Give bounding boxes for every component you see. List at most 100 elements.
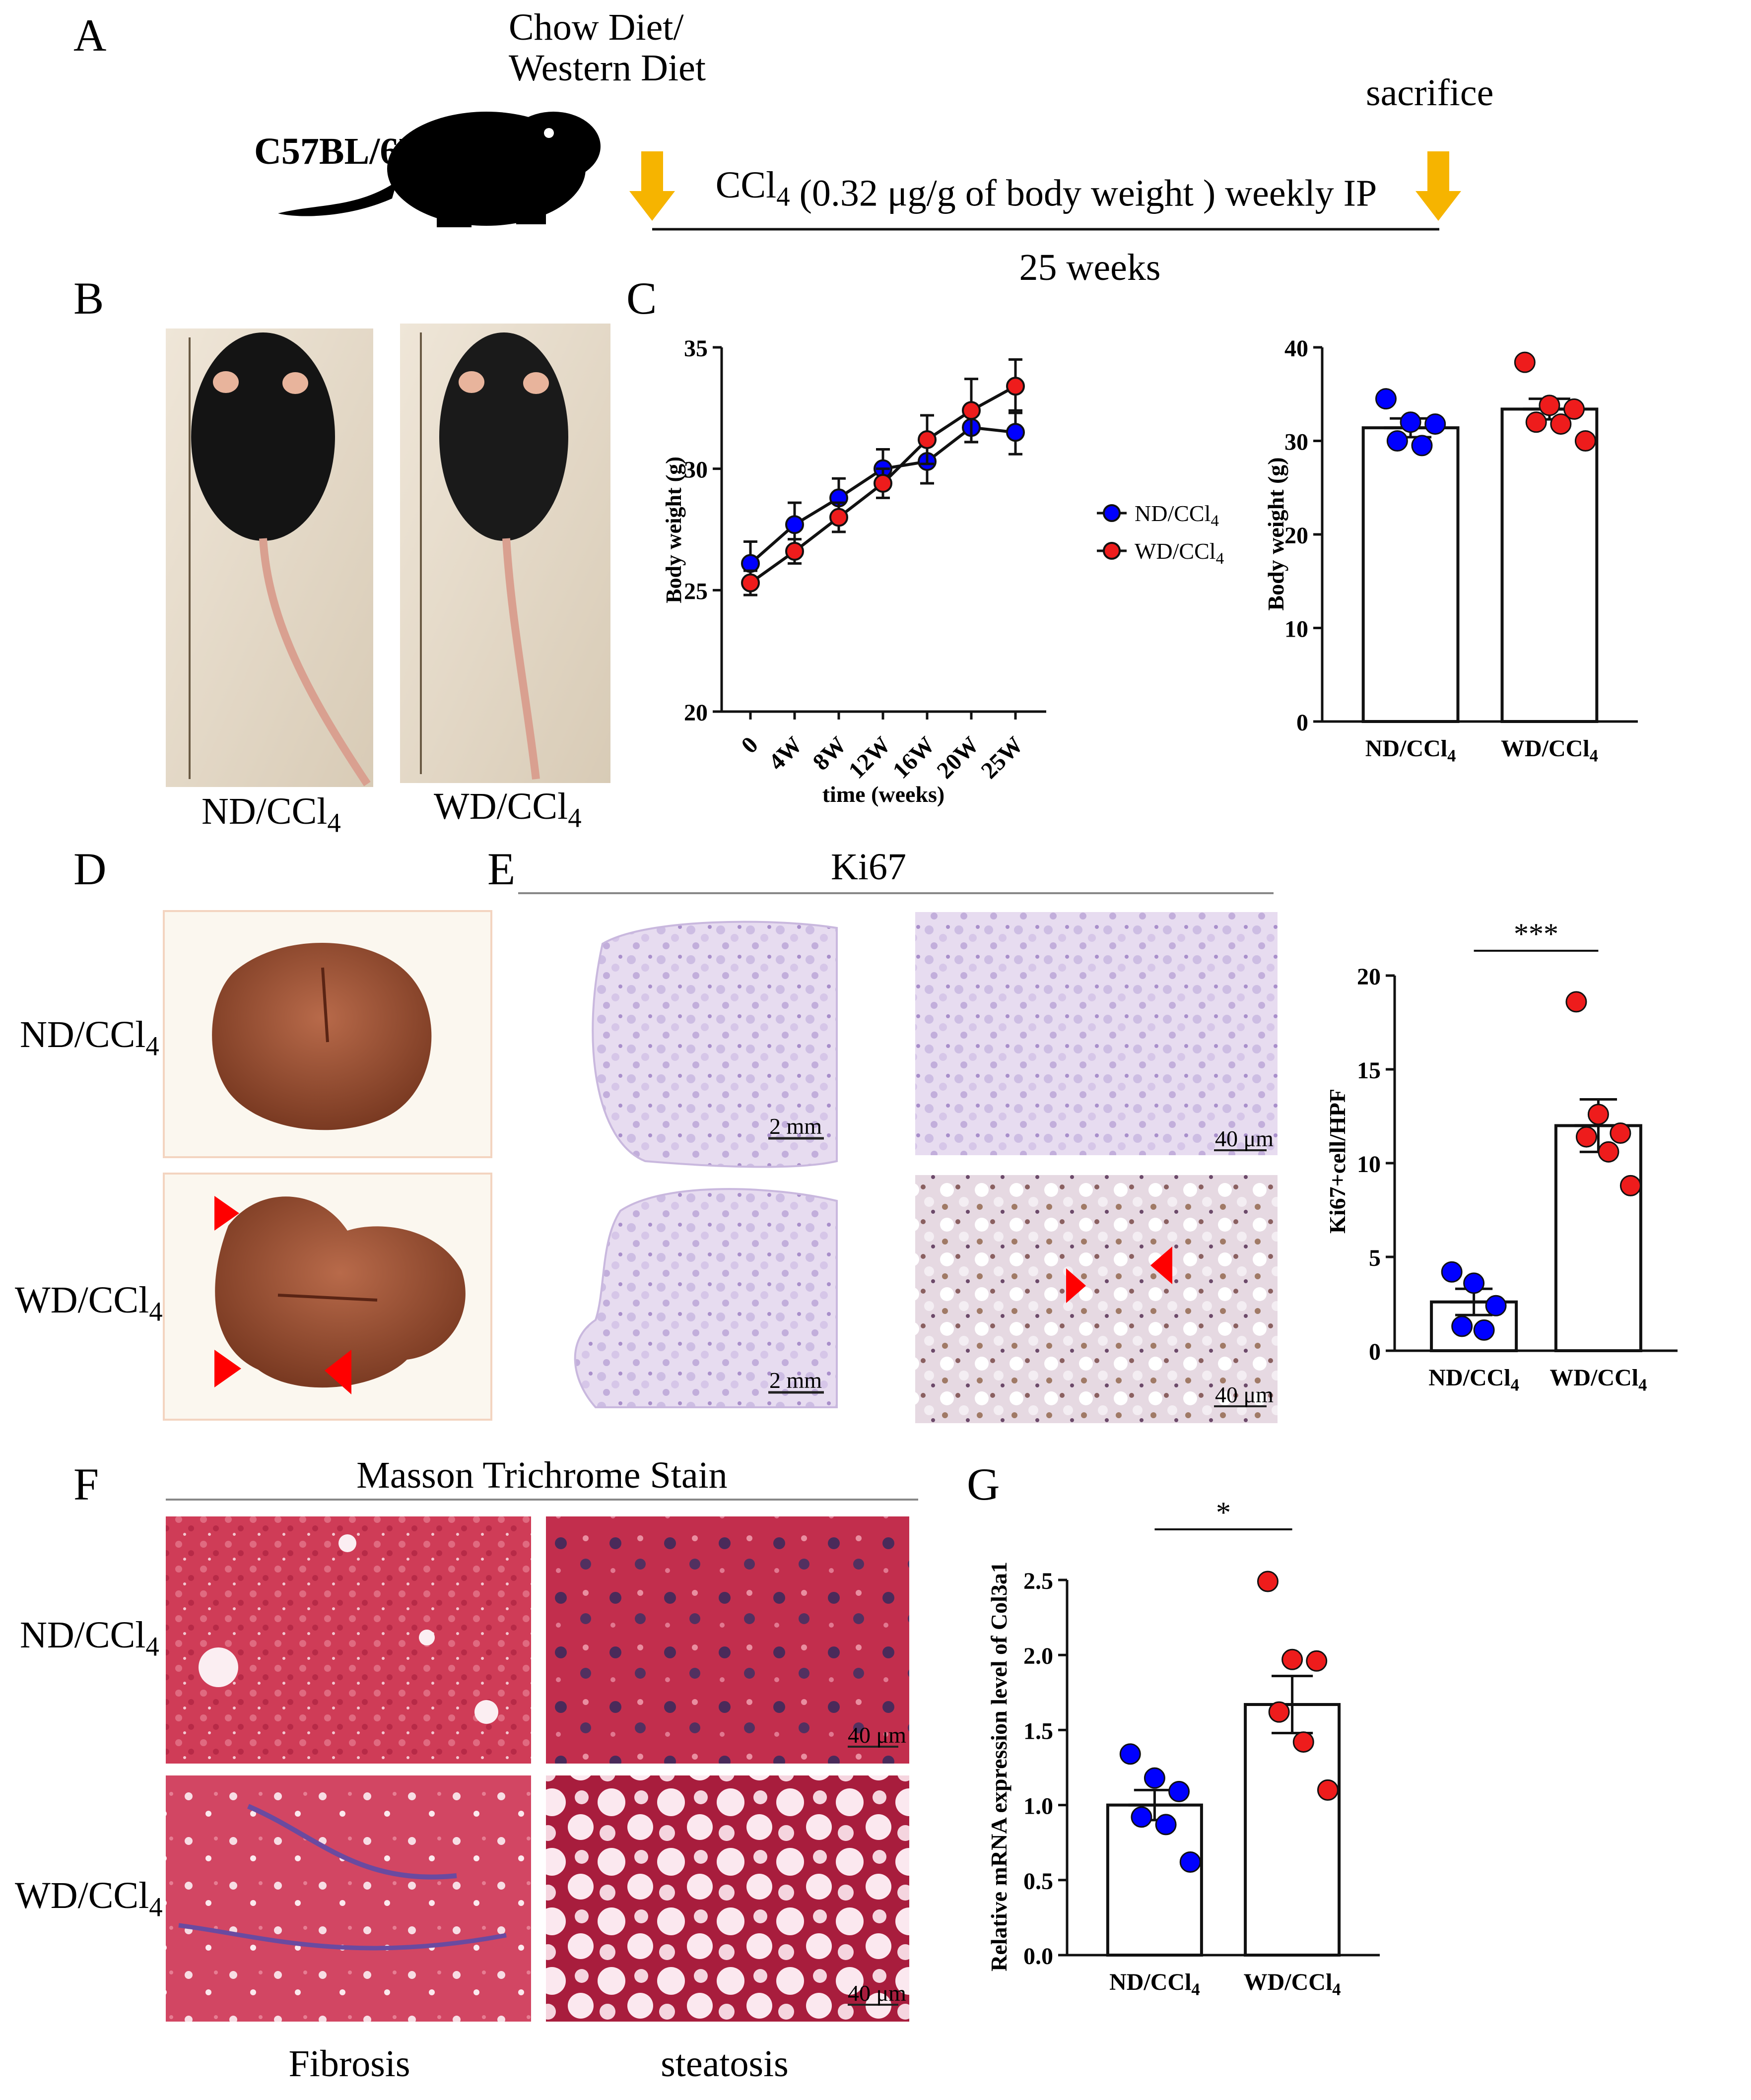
arrow-end-icon bbox=[1415, 151, 1461, 221]
masson-steatosis-nd: 40 μm bbox=[546, 1516, 909, 1764]
data-point bbox=[1441, 1261, 1463, 1283]
y-tick-label: 10 bbox=[1357, 1151, 1381, 1178]
masson-fibrosis-nd bbox=[166, 1516, 531, 1764]
x-axis-title: time (weeks) bbox=[822, 782, 945, 807]
x-tick-label: 25W bbox=[976, 731, 1028, 784]
masson-scale-nd: 40 μm bbox=[848, 1722, 906, 1748]
y-tick-label: 10 bbox=[1284, 616, 1308, 643]
data-point bbox=[1485, 1295, 1507, 1316]
strain-label: C57BL/6N bbox=[254, 131, 426, 172]
bar bbox=[1500, 407, 1599, 723]
x-tick-label: 8W bbox=[808, 731, 851, 775]
data-point bbox=[1610, 1122, 1631, 1144]
data-point bbox=[1400, 411, 1421, 433]
x-tick-label: ND/CCl4 bbox=[1428, 1365, 1519, 1394]
data-point bbox=[741, 573, 760, 592]
chart-ki67-bar: 0 5 10 15 20 Ki67+cell/HPF ND/CCl4 WD/CCl4 *** bbox=[1325, 918, 1678, 1394]
col-label-fibrosis: Fibrosis bbox=[289, 2043, 410, 2085]
y-axis-title: Body weight (g) bbox=[662, 457, 686, 603]
panel-label-b: B bbox=[73, 273, 104, 324]
ki67-low-mag-wd: 2 mm bbox=[574, 1188, 838, 1408]
x-tick-label: WD/CCl4 bbox=[1549, 1365, 1647, 1394]
x-tick-label: ND/CCl4 bbox=[1109, 1969, 1200, 1999]
panel-label-f: F bbox=[73, 1459, 99, 1509]
panel-label-g: G bbox=[967, 1459, 1000, 1509]
y-tick-label: 0.0 bbox=[1023, 1943, 1053, 1969]
photo-b-label-wd: WD/CCl4 bbox=[434, 786, 582, 833]
legend-label: ND/CCl4 bbox=[1135, 501, 1219, 530]
liver-photo-nd bbox=[163, 910, 492, 1158]
y-axis-title: Body weight (g) bbox=[1263, 457, 1288, 610]
y-tick-label: 0 bbox=[1296, 710, 1308, 736]
red-marker-d3-icon bbox=[325, 1350, 351, 1394]
panel-label-a: A bbox=[73, 10, 106, 61]
legend-label: WD/CCl4 bbox=[1135, 538, 1224, 568]
row-f-label-wd: WD/CCl4 bbox=[15, 1875, 163, 1922]
data-point bbox=[1514, 351, 1536, 373]
y-tick-label: 25 bbox=[684, 578, 708, 604]
diet-label-line2: Western Diet bbox=[509, 47, 706, 89]
red-marker-e1-icon bbox=[1066, 1268, 1086, 1303]
y-tick-label: 1.5 bbox=[1023, 1718, 1053, 1744]
y-tick-label: 35 bbox=[684, 335, 708, 362]
y-tick-label: 2.0 bbox=[1023, 1643, 1053, 1669]
diet-label-line1: Chow Diet/ bbox=[509, 6, 684, 48]
data-point bbox=[1565, 991, 1587, 1013]
x-tick-label: 20W bbox=[932, 731, 984, 784]
masson-fibrosis-wd bbox=[166, 1775, 531, 2022]
duration-label: 25 weeks bbox=[1019, 247, 1161, 288]
data-point bbox=[1306, 1650, 1328, 1672]
data-point bbox=[1292, 1731, 1314, 1753]
mouse-photo-wd bbox=[400, 324, 610, 783]
x-tick-label: ND/CCl4 bbox=[1365, 735, 1456, 765]
row-d-label-wd: WD/CCl4 bbox=[15, 1279, 163, 1326]
data-point bbox=[1473, 1319, 1495, 1341]
y-tick-label: 0.5 bbox=[1023, 1868, 1053, 1895]
data-point bbox=[785, 542, 804, 561]
data-point bbox=[829, 508, 848, 527]
x-tick-label: 0 bbox=[736, 731, 763, 758]
y-tick-label: 15 bbox=[1357, 1057, 1381, 1084]
data-point bbox=[1463, 1272, 1485, 1294]
x-tick-label: WD/CCl4 bbox=[1244, 1969, 1341, 1999]
y-tick-label: 1.0 bbox=[1023, 1793, 1053, 1820]
data-point bbox=[1317, 1779, 1339, 1801]
mouse-photo-nd bbox=[166, 328, 373, 787]
y-tick-label: 2.5 bbox=[1023, 1568, 1053, 1594]
significance-mark: * bbox=[1216, 1496, 1231, 1529]
data-point bbox=[1424, 413, 1446, 435]
bar bbox=[1361, 426, 1460, 723]
data-point bbox=[1525, 411, 1547, 433]
y-tick-label: 30 bbox=[1284, 429, 1308, 456]
row-d-label-nd: ND/CCl4 bbox=[20, 1014, 159, 1061]
data-point bbox=[1539, 394, 1560, 416]
data-point bbox=[1575, 1126, 1597, 1148]
data-point bbox=[1598, 1141, 1619, 1163]
masson-title: Masson Trichrome Stain bbox=[356, 1454, 727, 1496]
masson-scale-wd: 40 μm bbox=[848, 1980, 906, 2006]
data-point bbox=[1281, 1648, 1303, 1670]
red-marker-d2-icon bbox=[214, 1350, 241, 1387]
ki67-low-mag-nd: 2 mm bbox=[592, 920, 838, 1168]
data-point bbox=[1411, 435, 1433, 457]
panel-label-e: E bbox=[487, 844, 515, 894]
x-tick-label: 4W bbox=[763, 731, 807, 775]
ki67-high-mag-wd: 40 μm bbox=[915, 1175, 1278, 1423]
sacrifice-label: sacrifice bbox=[1366, 72, 1493, 114]
data-point bbox=[1574, 430, 1596, 452]
ki67-scale-wd-low: 2 mm bbox=[769, 1368, 822, 1393]
data-point bbox=[1563, 398, 1585, 420]
y-tick-label: 5 bbox=[1369, 1245, 1381, 1271]
data-point bbox=[1155, 1814, 1177, 1836]
data-point bbox=[741, 554, 760, 573]
bar bbox=[1554, 1124, 1642, 1352]
y-tick-label: 20 bbox=[1357, 964, 1381, 990]
y-tick-label: 30 bbox=[684, 457, 708, 483]
bar bbox=[1244, 1703, 1341, 1957]
masson-steatosis-wd: 40 μm bbox=[546, 1775, 909, 2022]
arrow-start-icon bbox=[629, 151, 675, 221]
legend-marker bbox=[1103, 504, 1121, 522]
data-point bbox=[1006, 377, 1025, 396]
data-point bbox=[1619, 1175, 1641, 1196]
